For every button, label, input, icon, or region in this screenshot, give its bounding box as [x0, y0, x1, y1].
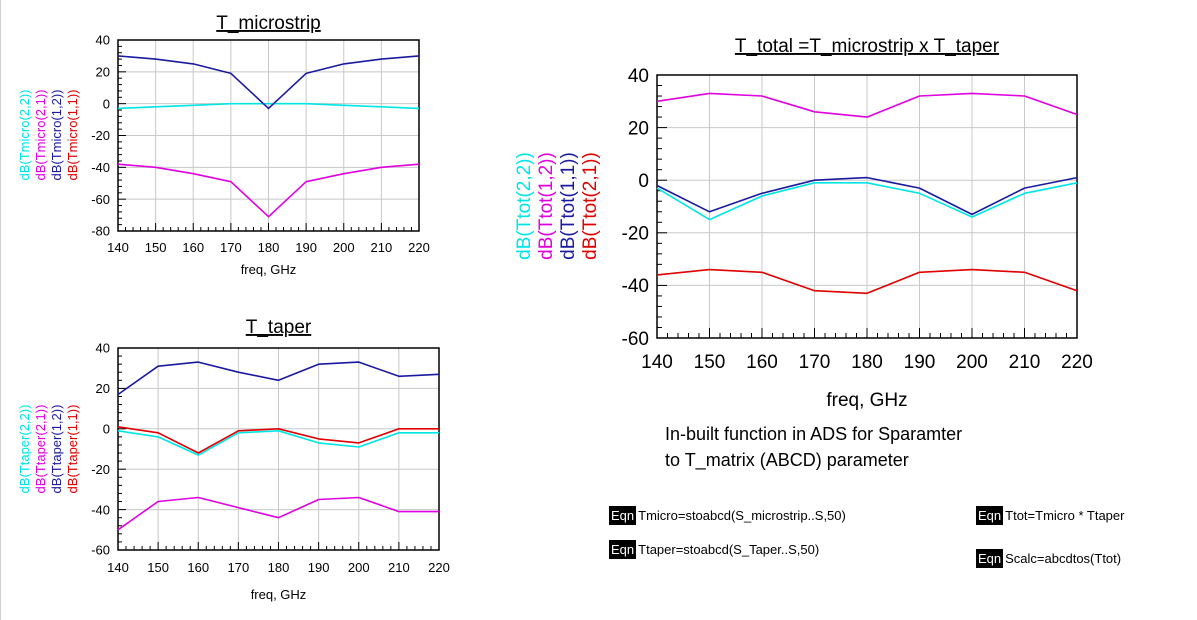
micro-x-tick-label: 160: [182, 240, 204, 255]
micro-y-tick-label: -80: [91, 224, 110, 239]
page-left-border: [0, 0, 1, 620]
micro-legend-label-1: dB(Tmicro(2,1)): [33, 89, 48, 180]
taper-legend-label-3: dB(Ttaper(1,1)): [65, 405, 80, 494]
tot-series-line-0: [656, 182, 1078, 221]
tot-x-tick-label: 220: [1061, 352, 1093, 373]
micro-x-axis-label: freq, GHz: [241, 262, 297, 277]
tot-x-axis-label: freq, GHz: [826, 390, 907, 411]
taper-x-tick-label: 170: [228, 560, 250, 575]
tot-legend-label-0: dB(Ttot(2,2)): [514, 152, 535, 260]
micro-y-tick-label: -40: [91, 160, 110, 175]
micro-x-tick-label: 220: [408, 240, 430, 255]
tot-x-tick-label: 140: [641, 352, 673, 373]
taper-y-tick-label: -60: [91, 543, 110, 558]
micro-y-tick-label: -60: [91, 192, 110, 207]
taper-chart: 140 150 160 170 180 190 200 210 220 -60 -40 -20 0 20 4…: [17, 317, 450, 602]
taper-legend-label-2: dB(Ttaper(1,2)): [49, 405, 64, 494]
eqn-tag: Eqn: [976, 506, 1004, 525]
eqn-tmicro[interactable]: Eqn Tmicro=stoabcd(S_microstrip..S,50): [609, 506, 846, 525]
tot-series-line-3: [656, 268, 1078, 295]
tot-x-tick-label: 180: [851, 352, 883, 373]
taper-y-tick-label: -20: [91, 462, 110, 477]
taper-x-tick-label: 180: [268, 560, 290, 575]
tot-chart: 140 150 160 170 180 190 200 210 220 -60 -40 -20 0 20 4…: [514, 36, 1093, 411]
micro-x-tick-label: 150: [145, 240, 167, 255]
tot-legend-label-1: dB(Ttot(1,2)): [536, 152, 557, 260]
taper-x-tick-label: 160: [187, 560, 209, 575]
micro-series-line-0: [117, 102, 420, 110]
micro-legend-label-2: dB(Tmicro(1,2)): [49, 89, 64, 180]
taper-chart-title: T_taper: [246, 317, 312, 338]
micro-x-tick-label: 200: [333, 240, 355, 255]
micro-x-tick-label: 170: [220, 240, 242, 255]
tot-x-tick-label: 210: [1009, 352, 1041, 373]
taper-x-tick-label: 200: [348, 560, 370, 575]
eqn-tag: Eqn: [976, 549, 1004, 568]
taper-y-tick-label: -40: [91, 502, 110, 517]
micro-y-tick-label: 20: [96, 65, 110, 80]
taper-series-line-2: [117, 361, 440, 396]
tot-y-tick-label: 40: [628, 66, 649, 87]
eqn-tag: Eqn: [609, 540, 637, 559]
note-line-1: In-built function in ADS for Sparamter: [665, 424, 963, 444]
eqn-tmicro-text: Tmicro=stoabcd(S_microstrip..S,50): [638, 508, 846, 523]
micro-y-tick-label: -20: [91, 128, 110, 143]
taper-series-line-1: [117, 496, 439, 531]
tot-y-tick-label: -60: [622, 329, 649, 350]
tot-y-tick-label: 20: [628, 118, 649, 139]
taper-legend-label-1: dB(Ttaper(2,1)): [33, 405, 48, 494]
ads-function-note: In-built function in ADS for Sparamter t…: [665, 421, 962, 473]
tot-x-tick-label: 160: [746, 352, 778, 373]
eqn-scalc-text: Scalc=abcdtos(Ttot): [1005, 551, 1122, 566]
taper-y-tick-label: 40: [96, 341, 110, 356]
tot-y-tick-label: 0: [638, 171, 649, 192]
tot-x-tick-label: 170: [799, 352, 831, 373]
eqn-ttot-text: Ttot=Tmicro * Ttaper: [1005, 508, 1125, 523]
tot-x-tick-label: 190: [904, 352, 936, 373]
eqn-tag: Eqn: [609, 506, 637, 525]
taper-x-axis-label: freq, GHz: [251, 587, 307, 602]
micro-legend-label-0: dB(Tmicro(2,2)): [17, 89, 32, 180]
eqn-ttaper-text: Ttaper=stoabcd(S_Taper..S,50): [638, 542, 820, 557]
taper-x-tick-label: 190: [308, 560, 330, 575]
taper-x-tick-label: 150: [147, 560, 169, 575]
taper-y-tick-label: 20: [96, 381, 110, 396]
eqn-scalc[interactable]: Eqn Scalc=abcdtos(Ttot): [976, 549, 1121, 568]
micro-y-tick-label: 40: [96, 33, 110, 48]
micro-x-tick-label: 180: [258, 240, 280, 255]
micro-x-tick-label: 210: [371, 240, 393, 255]
tot-x-tick-label: 200: [956, 352, 988, 373]
micro-legend-label-3: dB(Tmicro(1,1)): [65, 89, 80, 180]
note-line-2: to T_matrix (ABCD) parameter: [665, 450, 909, 470]
micro-chart-title: T_microstrip: [216, 13, 321, 34]
tot-y-tick-label: -40: [622, 276, 649, 297]
micro-series-line-2: [117, 55, 420, 110]
tot-legend-label-3: dB(Ttot(2,1)): [580, 152, 601, 260]
tot-y-tick-label: -20: [622, 224, 649, 245]
eqn-ttot[interactable]: Eqn Ttot=Tmicro * Ttaper: [976, 506, 1124, 525]
micro-chart: 140 150 160 170 180 190 200 210 220 -80 -60 -40 -20 0…: [17, 13, 430, 277]
tot-series-line-2: [656, 176, 1078, 216]
tot-series-line-1: [656, 92, 1078, 118]
eqn-ttaper[interactable]: Eqn Ttaper=stoabcd(S_Taper..S,50): [609, 540, 819, 559]
micro-y-tick-label: 0: [103, 96, 110, 111]
taper-x-tick-label: 220: [428, 560, 450, 575]
micro-x-tick-label: 190: [295, 240, 317, 255]
taper-y-tick-label: 0: [103, 421, 110, 436]
micro-x-tick-label: 140: [107, 240, 129, 255]
tot-chart-title: T_total =T_microstrip x T_taper: [735, 36, 1000, 57]
taper-series-line-3: [117, 426, 439, 454]
taper-x-tick-label: 140: [107, 560, 129, 575]
tot-legend-label-2: dB(Ttot(1,1)): [558, 152, 579, 260]
micro-series-line-1: [117, 163, 420, 218]
taper-x-tick-label: 210: [388, 560, 410, 575]
taper-series-line-0: [117, 429, 439, 456]
taper-legend-label-0: dB(Ttaper(2,2)): [17, 405, 32, 494]
tot-x-tick-label: 150: [694, 352, 726, 373]
